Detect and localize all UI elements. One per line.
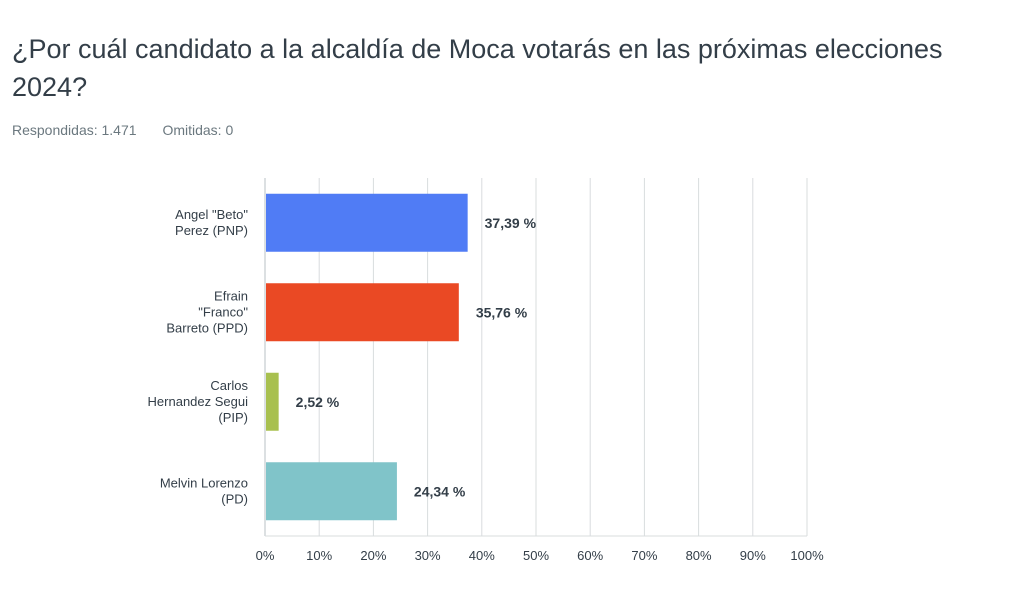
- x-tick-label: 40%: [469, 548, 495, 563]
- data-label: 24,34 %: [414, 483, 466, 499]
- category-label: (PD): [221, 491, 248, 506]
- category-label: Angel "Beto": [175, 207, 248, 222]
- x-tick-label: 10%: [306, 548, 332, 563]
- data-label: 2,52 %: [296, 394, 340, 410]
- question-title: ¿Por cuál candidato a la alcaldía de Moc…: [12, 34, 943, 102]
- x-tick-label: 60%: [577, 548, 603, 563]
- response-stats: Respondidas: 1.471 Omitidas: 0: [12, 122, 255, 138]
- skipped-count: Omitidas: 0: [162, 122, 234, 138]
- category-label: Efrain: [214, 288, 248, 303]
- category-label: Hernandez Segui: [148, 394, 249, 409]
- x-tick-label: 100%: [790, 548, 824, 563]
- x-tick-label: 80%: [686, 548, 712, 563]
- x-tick-label: 0%: [256, 548, 275, 563]
- category-label: Carlos: [210, 378, 248, 393]
- bar: [266, 372, 279, 431]
- x-tick-label: 20%: [360, 548, 386, 563]
- x-tick-label: 90%: [740, 548, 766, 563]
- category-label: Barreto (PPD): [166, 320, 248, 335]
- data-label: 37,39 %: [485, 215, 537, 231]
- category-label: Melvin Lorenzo: [160, 475, 248, 490]
- category-label: "Franco": [198, 304, 248, 319]
- bar: [266, 462, 397, 521]
- category-label: (PIP): [218, 410, 248, 425]
- x-tick-label: 50%: [523, 548, 549, 563]
- bar: [266, 193, 468, 252]
- x-tick-label: 70%: [631, 548, 657, 563]
- x-tick-label: 30%: [415, 548, 441, 563]
- answered-count: Respondidas: 1.471: [12, 122, 137, 138]
- category-label: Perez (PNP): [175, 223, 248, 238]
- data-label: 35,76 %: [476, 304, 528, 320]
- bar: [266, 283, 459, 342]
